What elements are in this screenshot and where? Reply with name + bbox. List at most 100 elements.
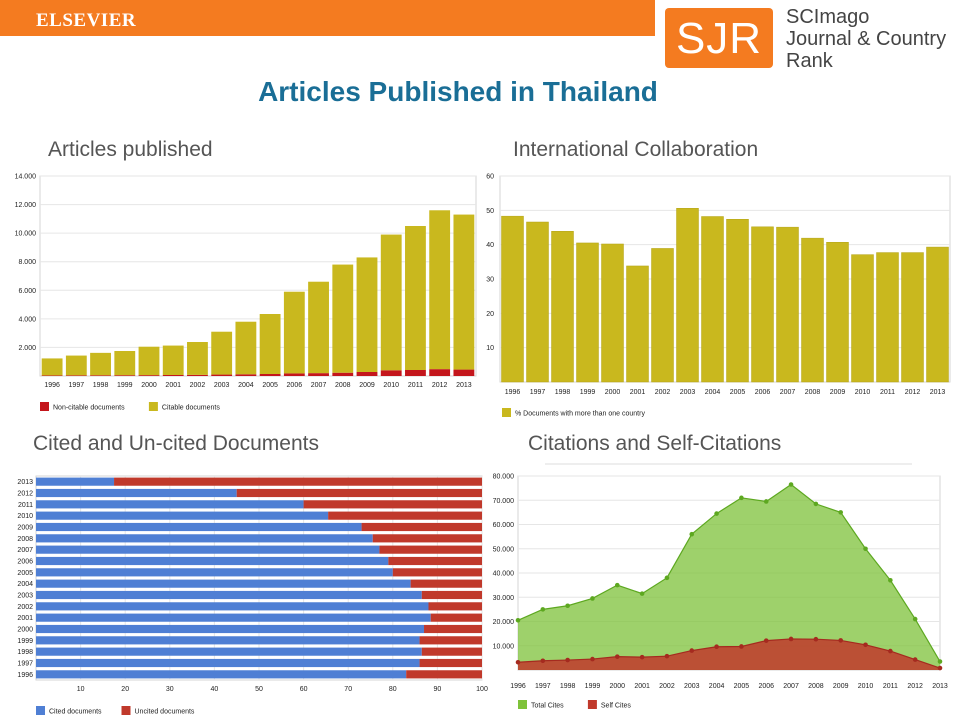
cited-bar-cited-2011: [36, 500, 304, 509]
cited-bar-cited-1999: [36, 636, 420, 645]
cited-bar-uncited-2001: [430, 613, 482, 622]
collab-bar-2004: [701, 216, 724, 383]
collab-bar-1997: [526, 221, 549, 383]
collab-bar-2005: [726, 219, 749, 383]
citations-point-self-2008: [813, 636, 819, 642]
citations-point-self-2011: [888, 648, 893, 654]
articles-bar-citable-1997: [65, 355, 87, 376]
cited-bar-uncited-2011: [303, 500, 482, 509]
citations-point-total-1998: [565, 603, 570, 609]
logo-line-2: Journal & Country: [786, 28, 947, 50]
citations-point-self-1996: [515, 659, 521, 665]
articles-bar-citable-1999: [114, 351, 136, 376]
cited-ytick-1998: 1998: [17, 649, 33, 656]
citations-point-total-2010: [863, 546, 868, 552]
citations-ytick-4: 50.000: [493, 546, 515, 553]
citations-point-self-1999: [590, 656, 595, 662]
citations-point-total-2009: [838, 510, 844, 515]
cited-bar-uncited-2004: [410, 579, 482, 588]
citations-xtick-2013: 2013: [932, 683, 948, 690]
cited-bar-cited-2002: [36, 602, 429, 611]
articles-bar-noncitable-1997: [65, 375, 87, 376]
articles-bar-citable-2006: [283, 291, 305, 374]
articles-xtick-1996: 1996: [44, 382, 60, 389]
cited-bar-uncited-2002: [428, 602, 482, 611]
citations-point-total-2003: [689, 531, 695, 537]
articles-bar-citable-2003: [211, 331, 233, 375]
citations-point-self-2003: [689, 648, 695, 653]
articles-bar-noncitable-2008: [332, 372, 354, 376]
citations-xtick-2012: 2012: [907, 683, 923, 690]
collab-ytick-2: 30: [486, 277, 494, 284]
citations-ytick-7: 80.000: [493, 474, 515, 481]
articles-xtick-2011: 2011: [408, 382, 423, 389]
citations-point-self-2001: [639, 654, 645, 660]
citations-ytick-2: 30.000: [493, 595, 515, 602]
articles-bar-citable-2005: [259, 314, 281, 374]
cited-xtick-4: 50: [255, 686, 263, 693]
cited-ytick-1997: 1997: [17, 661, 33, 668]
articles-ytick-3: 8.000: [18, 259, 36, 266]
cited-bar-cited-1997: [36, 658, 420, 668]
collab-ytick-5: 60: [486, 174, 494, 181]
cited-ytick-2009: 2009: [17, 525, 33, 532]
cited-bar-uncited-2013: [114, 477, 483, 486]
cited-bar-cited-2005: [36, 568, 393, 577]
articles-bar-citable-2001: [162, 345, 184, 375]
cited-bar-cited-1998: [36, 647, 422, 656]
citations-point-self-2005: [739, 644, 744, 649]
collab-xtick-2001: 2001: [630, 389, 646, 396]
articles-bar-citable-1998: [90, 352, 111, 376]
cited-bar-uncited-2012: [236, 488, 482, 498]
collab-bar-2010: [851, 254, 874, 383]
articles-legend-label-1: Citable documents: [162, 405, 220, 412]
cited-xtick-9: 100: [476, 686, 488, 693]
sjr-logo-text: SCImago Journal & Country Rank: [786, 6, 946, 72]
cited-ytick-1996: 1996: [17, 672, 33, 679]
articles-xtick-2006: 2006: [287, 382, 303, 389]
articles-bar-citable-2002: [187, 342, 208, 375]
citations-point-self-1997: [540, 658, 546, 664]
articles-bar-citable-2009: [356, 257, 378, 372]
collab-xtick-2003: 2003: [680, 389, 696, 396]
cited-ytick-2010: 2010: [17, 513, 33, 520]
citations-point-self-2012: [912, 657, 918, 662]
articles-bar-citable-2000: [138, 346, 160, 376]
articles-xtick-2002: 2002: [190, 382, 206, 389]
citations-point-total-2011: [888, 577, 893, 583]
articles-ytick-5: 12.000: [15, 202, 37, 209]
collab-xtick-2002: 2002: [655, 389, 671, 396]
citations-legend-swatch-0: [518, 700, 527, 709]
articles-bar-citable-2013: [453, 214, 475, 370]
citations-xtick-1999: 1999: [585, 683, 601, 690]
citations-point-self-2000: [614, 654, 620, 659]
page-title: Articles Published in Thailand: [258, 76, 658, 107]
citations-xtick-2002: 2002: [659, 683, 675, 690]
citations-point-total-1997: [540, 607, 546, 612]
citations-point-self-2006: [763, 638, 769, 643]
articles-ytick-2: 6.000: [18, 288, 36, 295]
articles-ytick-1: 4.000: [18, 316, 36, 323]
articles-xtick-1999: 1999: [117, 382, 133, 389]
collab-legend-label-0: % Documents with more than one country: [515, 411, 645, 418]
cited-xtick-6: 70: [344, 686, 352, 693]
articles-xtick-2005: 2005: [262, 382, 278, 389]
articles-legend-swatch-0: [40, 402, 49, 411]
top-banner: [0, 0, 655, 36]
collab-bar-2001: [626, 265, 649, 383]
cited-ytick-1999: 1999: [17, 638, 33, 645]
collab-xtick-2009: 2009: [830, 389, 846, 396]
citations-xtick-2001: 2001: [634, 683, 650, 690]
cited-bar-uncited-2010: [328, 511, 482, 520]
collab-bar-2002: [651, 248, 674, 383]
cited-bar-cited-2003: [36, 590, 422, 600]
sjr-logo: SJR: [665, 8, 773, 68]
citations-line-self: [517, 638, 941, 669]
collab-xtick-2013: 2013: [930, 389, 946, 396]
cited-bar-cited-2004: [36, 579, 411, 588]
cited-bar-uncited-2003: [421, 590, 482, 600]
citations-point-total-2012: [912, 616, 918, 622]
citations-xtick-2000: 2000: [610, 683, 626, 690]
citations-point-total-2000: [614, 582, 620, 588]
